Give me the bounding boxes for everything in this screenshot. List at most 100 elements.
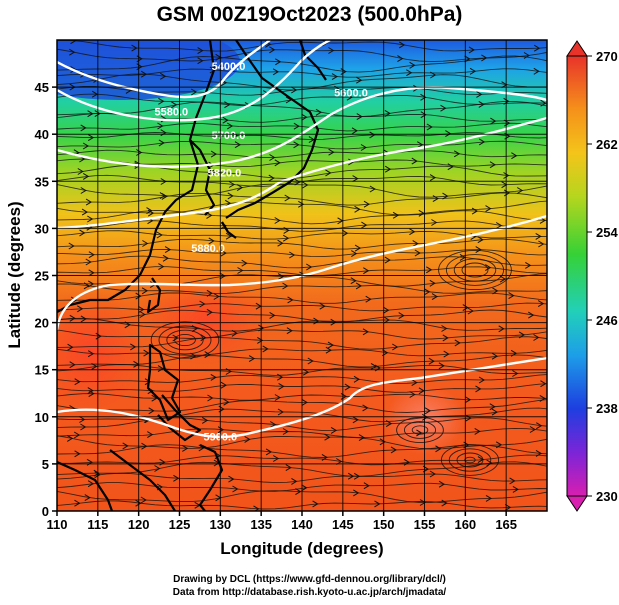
streamline-arrow [301, 113, 308, 121]
streamline-arrow [94, 471, 101, 479]
streamline-arrow [162, 254, 169, 262]
streamline-arrow [490, 117, 497, 125]
streamline-arrow [489, 161, 496, 169]
streamline-arrow [361, 221, 368, 229]
streamline-arrow [197, 57, 204, 65]
streamline-arrow [80, 423, 87, 431]
streamline-arrow [454, 339, 461, 347]
streamline-arrow [330, 426, 338, 434]
streamline-arrow [428, 357, 435, 365]
circulation-swirl [411, 425, 429, 435]
streamline-arrow [274, 159, 281, 167]
streamline-arrow [164, 246, 172, 254]
streamline-arrow [88, 390, 95, 398]
streamline-arrow [465, 414, 472, 422]
streamline-arrow [278, 382, 285, 390]
streamline-arrow [426, 266, 433, 274]
streamline-arrow [344, 383, 351, 391]
streamline-arrow [409, 61, 416, 69]
credits: Drawing by DCL (https://www.gfd-dennou.o… [0, 573, 619, 599]
streamline-arrow [418, 209, 425, 217]
streamline-arrow [87, 350, 95, 358]
streamline-arrow [274, 217, 281, 224]
streamline-arrow [79, 416, 86, 423]
streamline-arrow [70, 66, 77, 73]
streamline-arrow [398, 312, 405, 320]
streamline-arrow [420, 111, 427, 119]
streamline-arrow [74, 450, 81, 458]
streamline-arrow [160, 72, 167, 80]
streamline-arrow [201, 416, 209, 424]
streamline [57, 283, 547, 294]
streamline-arrow [275, 58, 282, 66]
streamline-arrow [491, 408, 498, 416]
circulation-swirl [456, 452, 484, 468]
contour-label: 5580.0 [155, 106, 189, 118]
streamline-arrow [503, 97, 510, 105]
streamline-arrow [139, 311, 146, 318]
streamline-arrow [411, 157, 418, 165]
streamline-arrow [411, 379, 418, 387]
streamline-arrow [227, 192, 234, 200]
streamline-arrow [435, 445, 442, 453]
streamline-arrow [74, 378, 81, 386]
streamline-arrow [351, 250, 358, 258]
streamline [57, 68, 547, 78]
streamline-arrow [356, 76, 363, 84]
streamline-arrow [222, 116, 229, 124]
wind-streamlines [57, 40, 547, 511]
streamline-arrow [301, 398, 308, 406]
streamline [57, 374, 547, 384]
streamline-arrow [228, 475, 235, 483]
streamline-arrow [224, 101, 231, 109]
streamline-arrow [148, 407, 155, 415]
streamline-arrow [363, 267, 370, 275]
streamline-arrow [173, 474, 180, 482]
streamline-arrow [77, 305, 84, 313]
contour-label: 5700.0 [212, 130, 246, 142]
streamline [57, 348, 547, 357]
streamline-arrow [469, 67, 477, 75]
streamline [57, 192, 547, 206]
streamline-arrow [516, 187, 524, 194]
streamline [57, 200, 547, 216]
y-tick-label: 40 [35, 127, 49, 142]
streamline-arrow [440, 104, 447, 112]
streamline-arrow [498, 325, 505, 333]
streamline-arrow [87, 215, 94, 223]
streamline-arrow [289, 251, 296, 259]
streamline-arrow [346, 93, 353, 101]
streamline-arrow [294, 178, 301, 186]
streamline-arrow [131, 44, 138, 52]
streamline-arrow [295, 488, 302, 496]
streamline-arrow [282, 282, 289, 290]
streamline-arrow [277, 239, 284, 247]
streamline-arrow [442, 334, 449, 342]
streamline [57, 454, 547, 466]
colorbar-tick-label: 230 [596, 489, 618, 504]
streamline [57, 482, 547, 492]
streamline-arrow [141, 287, 149, 295]
streamline [57, 329, 547, 340]
streamline-arrow [248, 355, 256, 363]
streamline-arrow [354, 205, 361, 213]
streamline-arrow [319, 302, 326, 310]
streamline-arrow [464, 396, 472, 404]
streamline [57, 238, 547, 250]
streamline-arrow [217, 426, 225, 434]
streamline [57, 490, 547, 503]
streamline [57, 399, 547, 413]
x-axis-title: Longitude (degrees) [220, 539, 383, 558]
streamline [57, 393, 547, 401]
streamline-arrow [468, 46, 475, 54]
streamline-arrow [130, 343, 137, 351]
streamline-arrow [462, 304, 469, 312]
streamline-arrow [430, 71, 437, 79]
streamline-arrow [282, 234, 290, 242]
streamline-arrow [272, 68, 280, 76]
streamline-arrow [508, 292, 515, 300]
streamline-arrow [293, 141, 300, 149]
streamline-arrow [491, 352, 499, 360]
streamline [57, 183, 547, 198]
colorbar: 230 238 246 254 262 270 [566, 40, 618, 512]
